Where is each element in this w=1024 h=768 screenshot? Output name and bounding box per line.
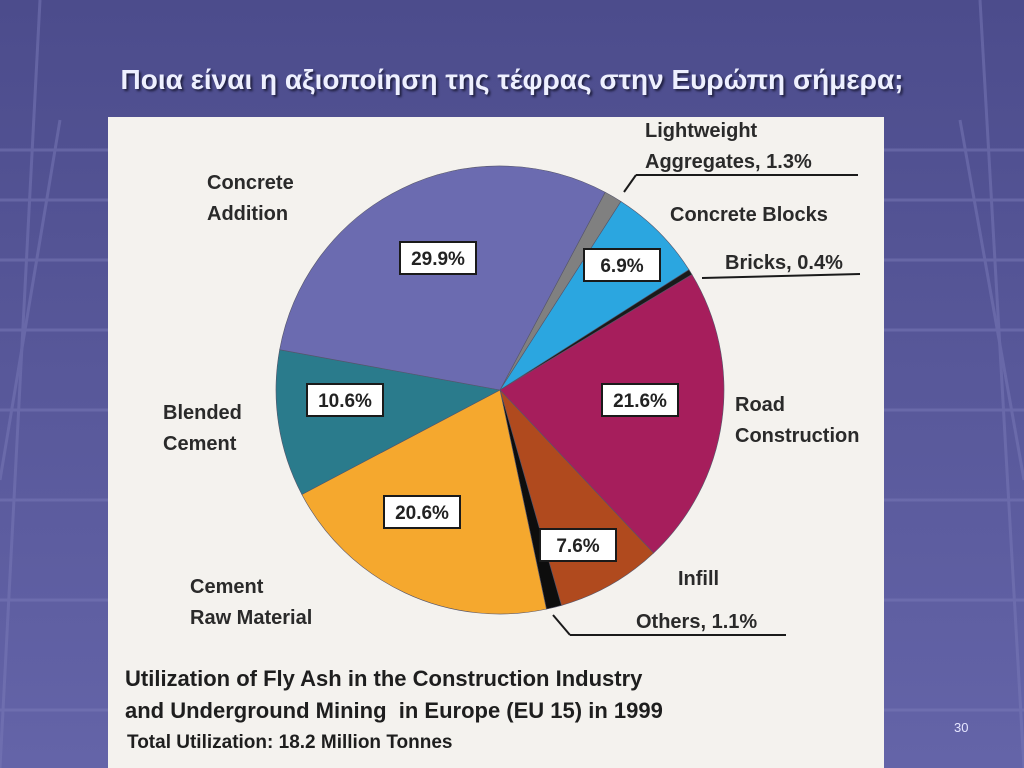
value-label: 20.6% [395, 503, 449, 524]
pie-slice [279, 165, 606, 391]
value-label-box [583, 248, 661, 282]
value-label-box [601, 383, 679, 417]
leader-lines [552, 174, 861, 636]
category-label: Concrete Addition [207, 172, 294, 225]
category-label: Road Construction [735, 394, 860, 447]
category-label: Lightweight Aggregates, 1.3% [645, 120, 812, 173]
category-label: Bricks, 0.4% [725, 252, 843, 274]
value-label: 21.6% [613, 391, 667, 412]
slide-title: Ποια είναι η αξιοποίηση της τέφρας στην … [120, 64, 904, 95]
value-label: 6.9% [600, 256, 643, 277]
pie: 6.9% 21.6% 7.6% 20.6% 10.6% 29.9% [275, 165, 725, 615]
chart-subtitle: Total Utilization: 18.2 Million Tonnes [127, 732, 453, 753]
value-label: 10.6% [318, 391, 372, 412]
category-label: Blended Cement [163, 402, 242, 455]
category-label: Others, 1.1% [636, 611, 758, 633]
category-label: Infill [678, 568, 720, 590]
value-label-box [306, 383, 384, 417]
chart-title: Utilization of Fly Ash in the Constructi… [125, 666, 663, 723]
value-label: 7.6% [556, 536, 599, 557]
page-number: 30 [954, 720, 969, 735]
category-label: Cement Raw Material [190, 576, 313, 629]
category-label: Concrete Blocks [670, 204, 828, 226]
value-label-box [539, 528, 617, 562]
value-label: 29.9% [411, 249, 465, 270]
value-label-box [399, 241, 477, 275]
value-label-box [383, 495, 461, 529]
